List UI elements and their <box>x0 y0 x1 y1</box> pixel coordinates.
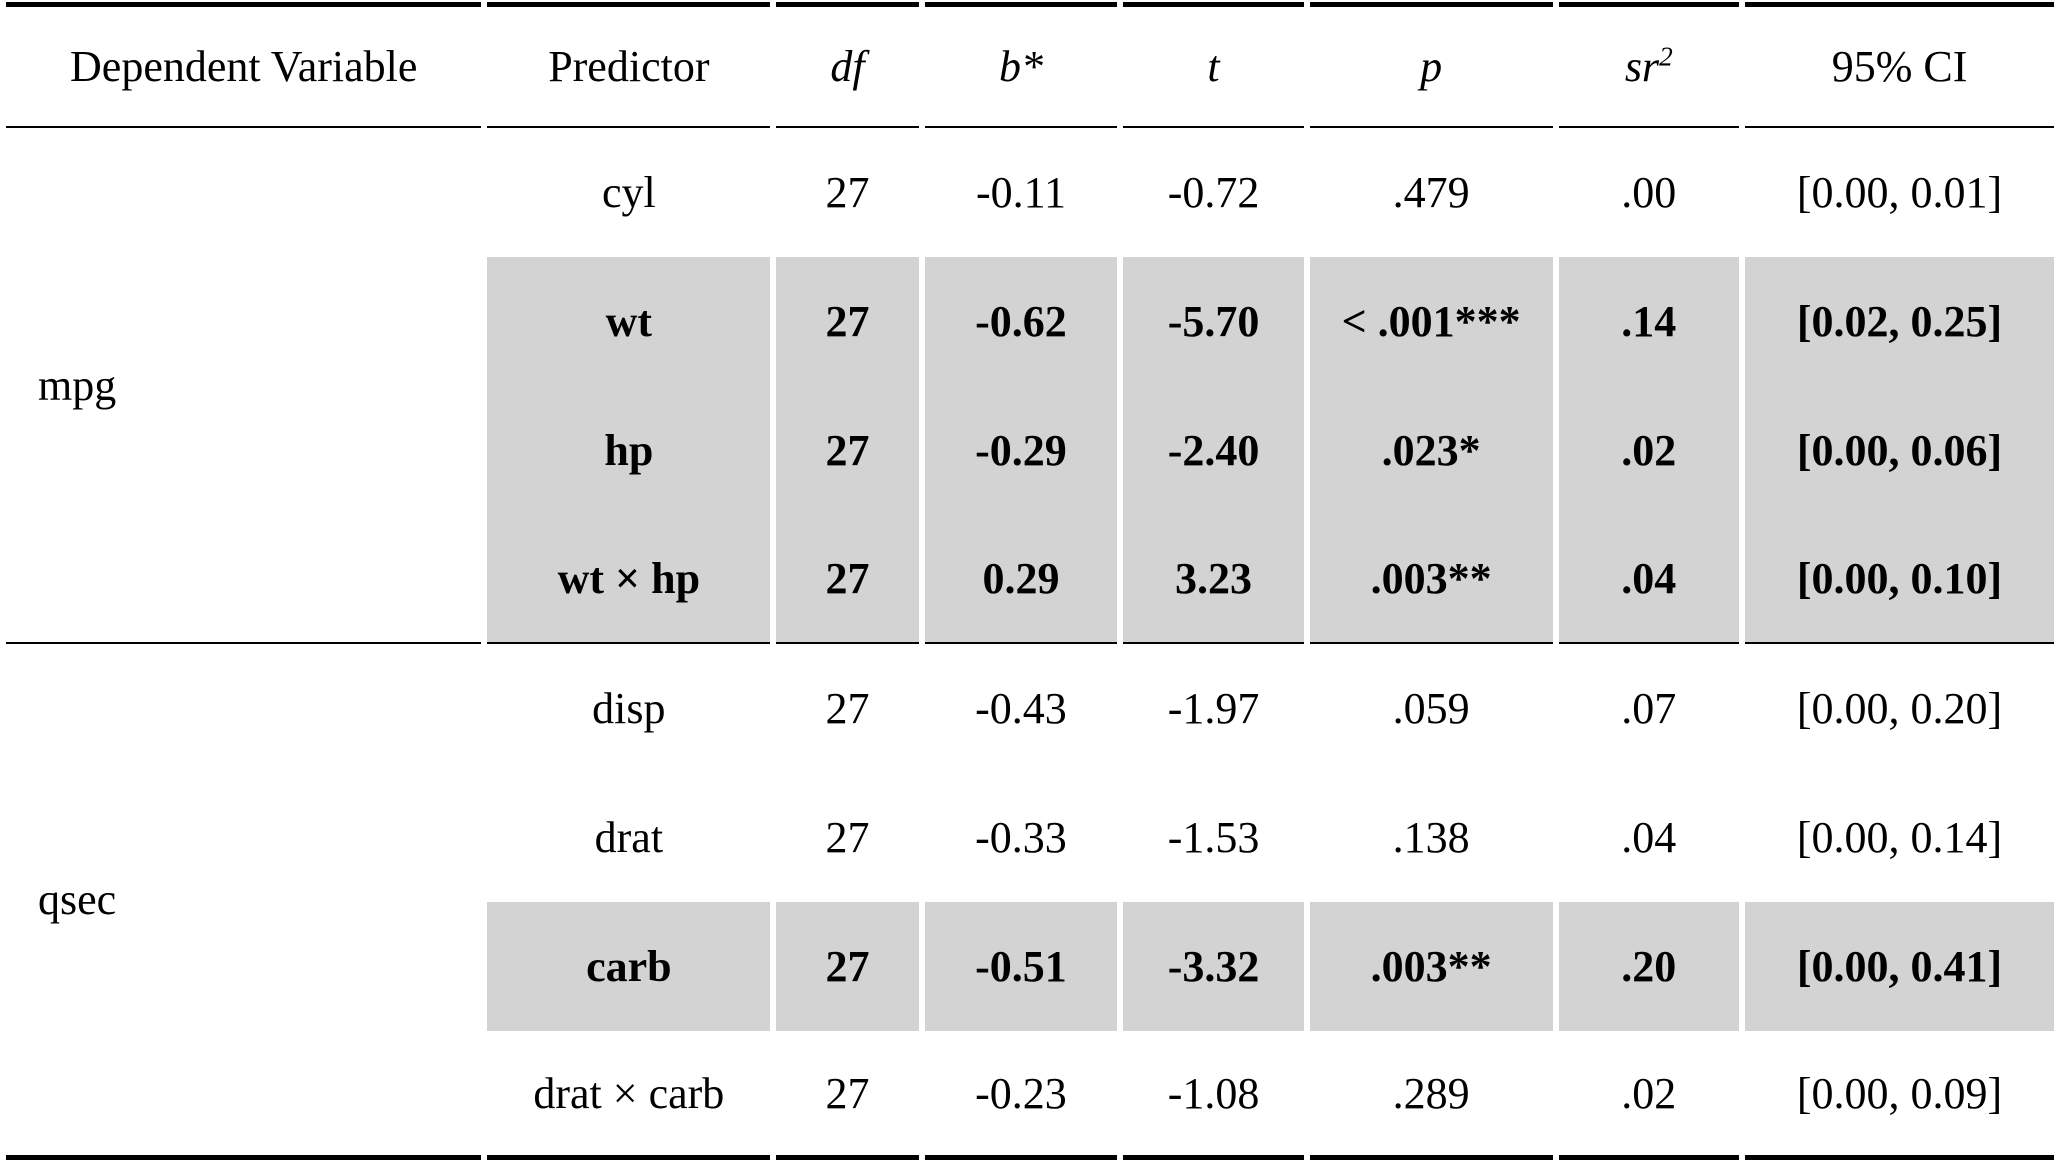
cell-predictor: hp <box>487 386 771 515</box>
cell-b: -0.29 <box>924 386 1118 515</box>
col-header-df: df <box>776 2 919 128</box>
sr2-base: sr <box>1624 42 1660 91</box>
table-row-cyl: mpg cyl 27 -0.11 -0.72 .479 .00 [0.00, 0… <box>6 128 2054 644</box>
col-header-95ci: 95% CI <box>1745 2 2054 128</box>
cell-predictor: drat <box>594 813 664 862</box>
cell-p: .059 <box>1392 684 1470 733</box>
cell-t: -1.97 <box>1167 684 1260 733</box>
col-header-b-star: b* <box>924 2 1118 128</box>
cell-b: -0.43 <box>975 684 1067 733</box>
cell-sr2: .14 <box>1558 257 1740 386</box>
cell-t: -0.72 <box>1167 168 1260 217</box>
cell-predictor: carb <box>487 902 771 1031</box>
sr2-superscript: 2 <box>1659 41 1673 72</box>
table-row-hp: hp 27 -0.29 -2.40 .023* .02 [0.00, 0.06] <box>6 386 2054 515</box>
table-row-drat: drat 27 -0.33 -1.53 .138 .04 [0.00, 0.14… <box>6 773 2054 902</box>
cell-b: -0.11 <box>975 168 1066 217</box>
cell-sr2: .02 <box>1558 1031 1740 1160</box>
table-body: mpg cyl 27 -0.11 -0.72 .479 .00 [0.00, 0… <box>6 128 2054 1160</box>
cell-t: -2.40 <box>1123 386 1304 515</box>
cell-t: -1.08 <box>1123 1031 1304 1160</box>
cell-b: -0.62 <box>924 257 1118 386</box>
cell-predictor: drat × carb <box>487 1031 771 1160</box>
cell-p: < .001*** <box>1309 257 1553 386</box>
cell-sr2: .04 <box>1621 813 1677 862</box>
cell-t: -3.32 <box>1123 902 1304 1031</box>
cell-df: 27 <box>776 386 919 515</box>
cell-ci: [0.00, 0.14] <box>1796 813 2003 862</box>
cell-ci: [0.00, 0.41] <box>1745 902 2054 1031</box>
cell-p: .003** <box>1309 902 1553 1031</box>
cell-df: 27 <box>825 168 870 217</box>
header-row: Dependent Variable Predictor df b* t p s… <box>6 2 2054 128</box>
cell-predictor: wt × hp <box>487 515 771 644</box>
cell-t: 3.23 <box>1123 515 1304 644</box>
cell-sr2: .07 <box>1621 684 1677 733</box>
col-header-p: p <box>1309 2 1553 128</box>
cell-df: 27 <box>825 684 870 733</box>
cell-ci: [0.00, 0.09] <box>1745 1031 2054 1160</box>
cell-predictor: cyl <box>601 168 656 217</box>
cell-predictor: disp <box>592 684 666 733</box>
cell-df: 27 <box>776 902 919 1031</box>
cell-df: 27 <box>776 1031 919 1160</box>
cell-p: .023* <box>1309 386 1553 515</box>
cell-t: -1.53 <box>1167 813 1260 862</box>
cell-ci: [0.02, 0.25] <box>1745 257 2054 386</box>
table-row-wt: wt 27 -0.62 -5.70 < .001*** .14 [0.02, 0… <box>6 257 2054 386</box>
cell-sr2: .00 <box>1621 168 1677 217</box>
dependent-variable-qsec: qsec <box>6 644 482 1160</box>
dependent-variable-mpg: mpg <box>6 128 482 644</box>
cell-sr2: .20 <box>1558 902 1740 1031</box>
col-header-dependent-variable: Dependent Variable <box>6 2 482 128</box>
col-header-predictor: Predictor <box>487 2 771 128</box>
cell-b: -0.33 <box>975 813 1067 862</box>
cell-p: .479 <box>1392 168 1470 217</box>
cell-df: 27 <box>776 515 919 644</box>
cell-b: 0.29 <box>924 515 1118 644</box>
cell-ci: [0.00, 0.20] <box>1796 684 2003 733</box>
cell-p: .138 <box>1392 813 1470 862</box>
cell-p: .003** <box>1309 515 1553 644</box>
cell-t: -5.70 <box>1123 257 1304 386</box>
cell-df: 27 <box>776 257 919 386</box>
col-header-t: t <box>1123 2 1304 128</box>
cell-b: -0.51 <box>924 902 1118 1031</box>
cell-p: .289 <box>1309 1031 1553 1160</box>
cell-ci: [0.00, 0.10] <box>1745 515 2054 644</box>
table-row-disp: qsec disp 27 -0.43 -1.97 .059 .07 [0.00,… <box>6 644 2054 1160</box>
cell-predictor: wt <box>487 257 771 386</box>
table-header: Dependent Variable Predictor df b* t p s… <box>6 2 2054 128</box>
cell-ci: [0.00, 0.01] <box>1796 168 2003 217</box>
cell-sr2: .02 <box>1558 386 1740 515</box>
table-row-carb: carb 27 -0.51 -3.32 .003** .20 [0.00, 0.… <box>6 902 2054 1031</box>
cell-ci: [0.00, 0.06] <box>1745 386 2054 515</box>
cell-b: -0.23 <box>924 1031 1118 1160</box>
cell-sr2: .04 <box>1558 515 1740 644</box>
table-row-wt-x-hp: wt × hp 27 0.29 3.23 .003** .04 [0.00, 0… <box>6 515 2054 644</box>
col-header-sr2: sr2 <box>1558 2 1740 128</box>
table-row-drat-x-carb: drat × carb 27 -0.23 -1.08 .289 .02 [0.0… <box>6 1031 2054 1160</box>
cell-df: 27 <box>825 813 870 862</box>
